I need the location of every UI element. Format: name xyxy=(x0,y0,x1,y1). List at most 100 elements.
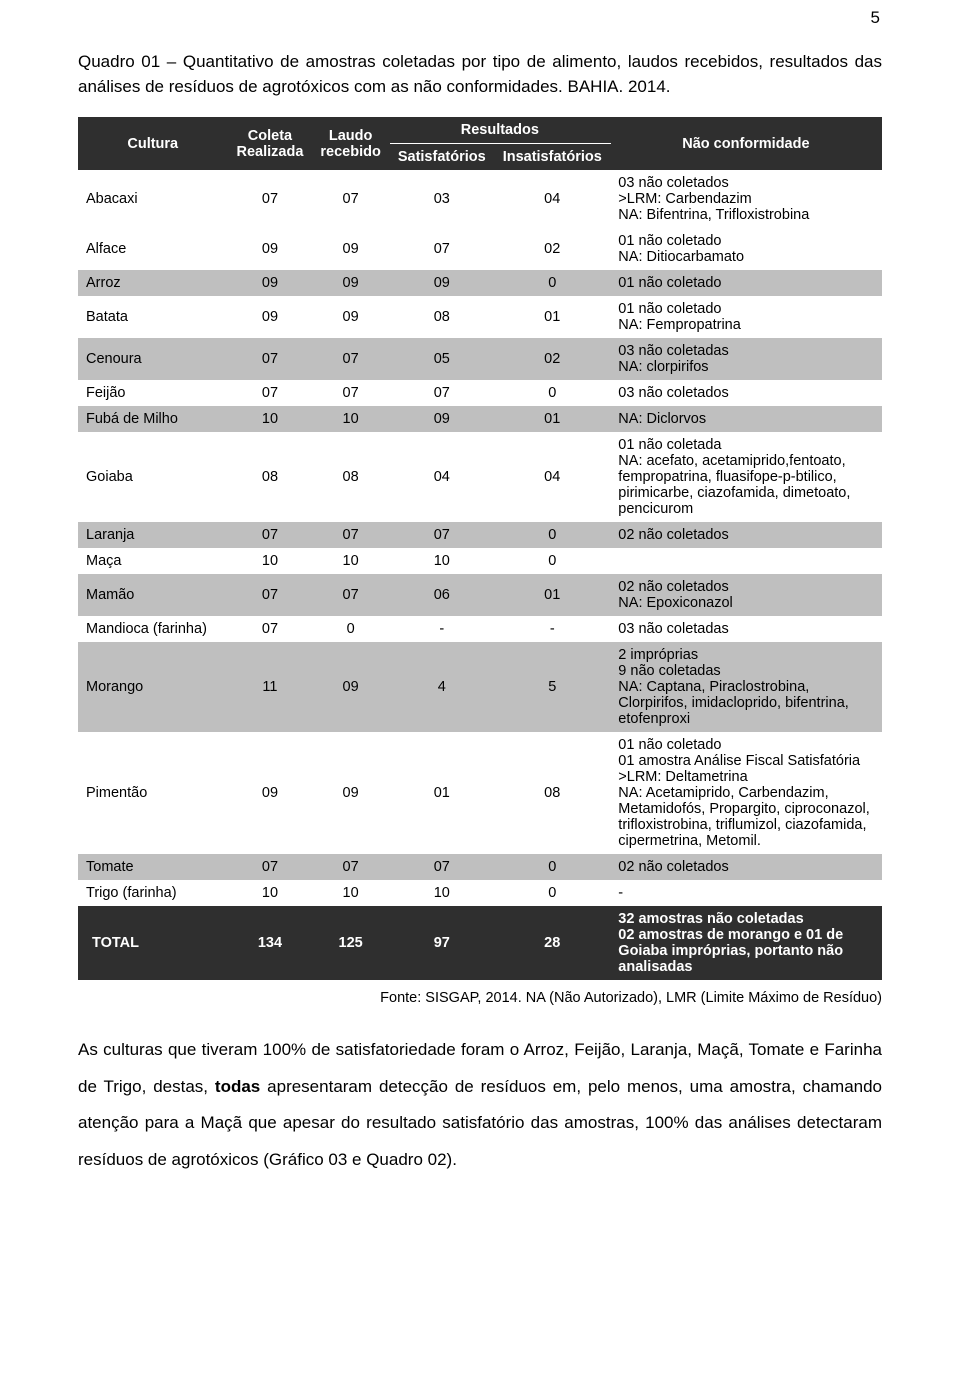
cell-nc: 01 não coletadoNA: Fempropatrina xyxy=(610,296,881,338)
cell-insat: 5 xyxy=(494,642,610,732)
page-number: 5 xyxy=(871,8,880,28)
col-header-coleta: Coleta Realizada xyxy=(228,117,312,170)
table-row: Goiaba0808040401 não coletadaNA: acefato… xyxy=(78,432,882,522)
cell-coleta: 07 xyxy=(228,338,312,380)
table-row: Trigo (farinha)1010100- xyxy=(78,880,882,906)
cell-insat: 01 xyxy=(494,296,610,338)
cell-nc: 01 não coletadaNA: acefato, acetamiprido… xyxy=(610,432,881,522)
cell-coleta: 10 xyxy=(228,880,312,906)
cell-sat: 07 xyxy=(389,228,494,270)
cell-laudo: 07 xyxy=(312,854,389,880)
cell-cultura: Trigo (farinha) xyxy=(78,880,228,906)
table-header: Cultura Coleta Realizada Laudo recebido … xyxy=(78,117,882,170)
cell-nc: 03 não coletadas xyxy=(610,616,881,642)
cell-nc: 03 não coletados xyxy=(610,380,881,406)
cell-coleta: 07 xyxy=(228,854,312,880)
cell-coleta: 07 xyxy=(228,170,312,228)
cell-coleta: 07 xyxy=(228,574,312,616)
total-coleta: 134 xyxy=(228,906,312,980)
cell-nc: 01 não coletado xyxy=(610,270,881,296)
cell-nc: 02 não coletados xyxy=(610,854,881,880)
table-row: Laranja070707002 não coletados xyxy=(78,522,882,548)
cell-nc: NA: Diclorvos xyxy=(610,406,881,432)
cell-coleta: 10 xyxy=(228,406,312,432)
cell-nc: 02 não coletadosNA: Epoxiconazol xyxy=(610,574,881,616)
col-header-cultura: Cultura xyxy=(78,117,228,170)
cell-cultura: Arroz xyxy=(78,270,228,296)
cell-nc: 02 não coletados xyxy=(610,522,881,548)
table-row: Pimentão0909010801 não coletado01 amostr… xyxy=(78,732,882,854)
cell-laudo: 07 xyxy=(312,574,389,616)
table-row: Maça1010100 xyxy=(78,548,882,574)
data-table: Cultura Coleta Realizada Laudo recebido … xyxy=(78,117,882,980)
cell-laudo: 09 xyxy=(312,270,389,296)
cell-sat: 01 xyxy=(389,732,494,854)
cell-sat: - xyxy=(389,616,494,642)
table-caption: Quadro 01 – Quantitativo de amostras col… xyxy=(78,50,882,99)
cell-sat: 08 xyxy=(389,296,494,338)
table-row: Mamão0707060102 não coletadosNA: Epoxico… xyxy=(78,574,882,616)
cell-coleta: 08 xyxy=(228,432,312,522)
total-nc: 32 amostras não coletadas02 amostras de … xyxy=(610,906,881,980)
cell-sat: 10 xyxy=(389,880,494,906)
table-footer: TOTAL 134 125 97 28 32 amostras não cole… xyxy=(78,906,882,980)
cell-insat: 0 xyxy=(494,548,610,574)
cell-coleta: 07 xyxy=(228,380,312,406)
cell-cultura: Laranja xyxy=(78,522,228,548)
cell-nc: 03 não coletadasNA: clorpirifos xyxy=(610,338,881,380)
table-row: Abacaxi0707030403 não coletados>LRM: Car… xyxy=(78,170,882,228)
cell-cultura: Mandioca (farinha) xyxy=(78,616,228,642)
cell-coleta: 11 xyxy=(228,642,312,732)
cell-coleta: 07 xyxy=(228,616,312,642)
cell-sat: 05 xyxy=(389,338,494,380)
cell-laudo: 07 xyxy=(312,338,389,380)
cell-nc: 2 impróprias9 não coletadasNA: Captana, … xyxy=(610,642,881,732)
cell-cultura: Maça xyxy=(78,548,228,574)
table-source: Fonte: SISGAP, 2014. NA (Não Autorizado)… xyxy=(78,990,882,1006)
table-row: Tomate070707002 não coletados xyxy=(78,854,882,880)
cell-sat: 07 xyxy=(389,380,494,406)
col-header-satisfatorios: Satisfatórios xyxy=(389,144,494,171)
cell-laudo: 07 xyxy=(312,380,389,406)
body-paragraph: As culturas que tiveram 100% de satisfat… xyxy=(78,1032,882,1178)
cell-insat: 0 xyxy=(494,522,610,548)
total-laudo: 125 xyxy=(312,906,389,980)
cell-cultura: Batata xyxy=(78,296,228,338)
cell-cultura: Tomate xyxy=(78,854,228,880)
cell-insat: 08 xyxy=(494,732,610,854)
table-row: Mandioca (farinha)070--03 não coletadas xyxy=(78,616,882,642)
col-header-nc: Não conformidade xyxy=(610,117,881,170)
table-row: Batata0909080101 não coletadoNA: Femprop… xyxy=(78,296,882,338)
cell-nc: 01 não coletadoNA: Ditiocarbamato xyxy=(610,228,881,270)
cell-laudo: 09 xyxy=(312,642,389,732)
cell-sat: 06 xyxy=(389,574,494,616)
cell-laudo: 10 xyxy=(312,880,389,906)
cell-laudo: 08 xyxy=(312,432,389,522)
table-row: Arroz090909001 não coletado xyxy=(78,270,882,296)
cell-cultura: Pimentão xyxy=(78,732,228,854)
total-insat: 28 xyxy=(494,906,610,980)
cell-sat: 07 xyxy=(389,854,494,880)
table-body: Abacaxi0707030403 não coletados>LRM: Car… xyxy=(78,170,882,906)
cell-insat: 0 xyxy=(494,880,610,906)
cell-cultura: Cenoura xyxy=(78,338,228,380)
cell-cultura: Goiaba xyxy=(78,432,228,522)
cell-insat: 01 xyxy=(494,406,610,432)
cell-laudo: 09 xyxy=(312,296,389,338)
cell-cultura: Feijão xyxy=(78,380,228,406)
cell-insat: 04 xyxy=(494,170,610,228)
cell-coleta: 09 xyxy=(228,228,312,270)
cell-sat: 4 xyxy=(389,642,494,732)
cell-coleta: 09 xyxy=(228,296,312,338)
cell-insat: 0 xyxy=(494,380,610,406)
table-row: Morango1109452 impróprias9 não coletadas… xyxy=(78,642,882,732)
cell-coleta: 09 xyxy=(228,732,312,854)
col-header-resultados: Resultados xyxy=(389,117,610,144)
cell-sat: 09 xyxy=(389,406,494,432)
cell-coleta: 10 xyxy=(228,548,312,574)
cell-insat: 02 xyxy=(494,228,610,270)
cell-laudo: 09 xyxy=(312,228,389,270)
cell-cultura: Fubá de Milho xyxy=(78,406,228,432)
cell-sat: 03 xyxy=(389,170,494,228)
table-row: Alface0909070201 não coletadoNA: Ditioca… xyxy=(78,228,882,270)
